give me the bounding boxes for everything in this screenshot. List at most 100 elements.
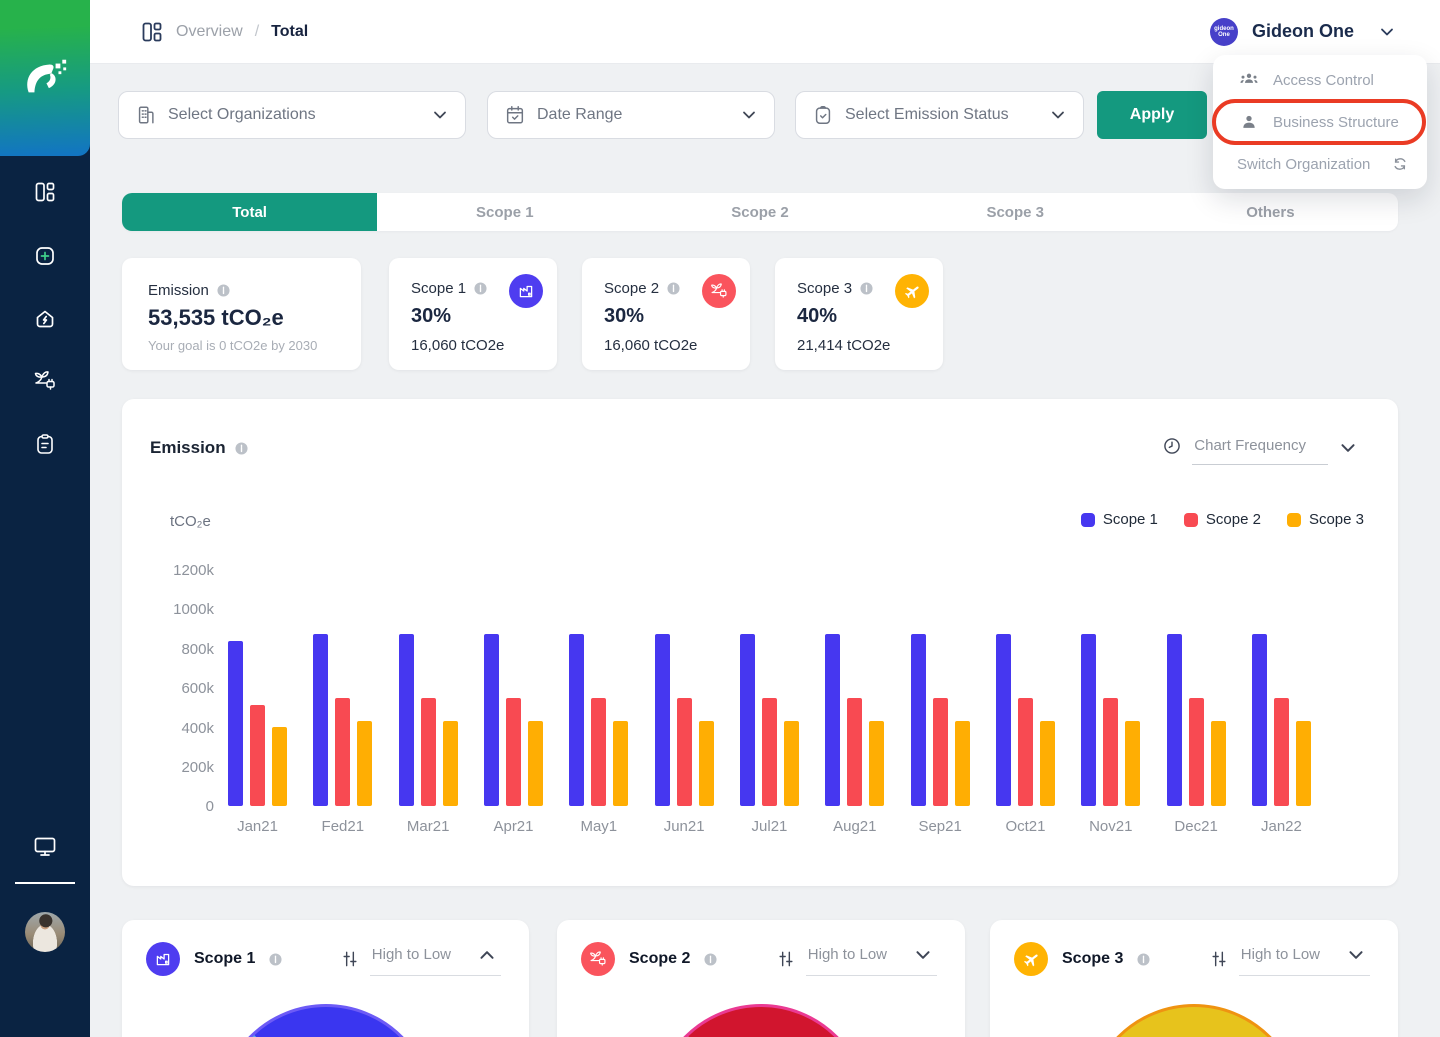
scope-3-detail-card: Scope 3 High to Low	[990, 920, 1398, 1037]
monitor-icon	[32, 833, 58, 859]
chevron-down-icon	[740, 106, 758, 124]
breadcrumb: Overview / Total	[140, 20, 308, 44]
app-logo[interactable]	[0, 0, 90, 156]
select-organizations[interactable]: Select Organizations	[118, 91, 466, 139]
bar-scope-1[interactable]	[739, 634, 755, 806]
x-axis-label: Aug21	[833, 818, 877, 835]
bar-scope-3[interactable]	[1295, 721, 1311, 806]
home-energy-icon	[33, 307, 57, 331]
refresh-icon	[1391, 155, 1409, 173]
date-range-select[interactable]: Date Range	[487, 91, 775, 139]
bar-group	[313, 536, 373, 806]
bar-scope-1[interactable]	[1251, 634, 1267, 806]
bar-scope-3[interactable]	[1210, 721, 1226, 806]
info-icon[interactable]	[235, 441, 248, 455]
sidebar-item-reports[interactable]	[32, 431, 58, 457]
person-icon	[1239, 112, 1259, 132]
bar-scope-1[interactable]	[398, 634, 414, 806]
emission-status-value: Select Emission Status	[845, 106, 1009, 123]
bar-scope-2[interactable]	[1188, 698, 1204, 806]
menu-item-business-structure[interactable]: Business Structure	[1213, 101, 1427, 143]
bar-scope-1[interactable]	[483, 634, 499, 806]
bar-scope-1[interactable]	[1081, 634, 1097, 806]
sidebar-item-dashboard[interactable]	[32, 179, 58, 205]
sidebar-item-home-energy[interactable]	[32, 306, 58, 332]
bar-scope-3[interactable]	[869, 721, 885, 806]
bar-scope-1[interactable]	[910, 634, 926, 806]
bar-scope-1[interactable]	[1166, 634, 1182, 806]
scope-pie[interactable]	[217, 1004, 434, 1037]
bar-scope-2[interactable]	[1273, 698, 1289, 806]
info-icon[interactable]	[667, 282, 680, 295]
emission-status-select[interactable]: Select Emission Status	[795, 91, 1084, 139]
bar-scope-1[interactable]	[995, 634, 1011, 806]
chevron-down-icon	[1378, 23, 1396, 41]
tab-scope-3[interactable]: Scope 3	[986, 203, 1044, 221]
bar-scope-2[interactable]	[250, 705, 265, 806]
bar-scope-1[interactable]	[313, 634, 329, 806]
bar-scope-2[interactable]	[335, 698, 351, 806]
menu-item-switch-organization[interactable]: Switch Organization	[1213, 143, 1427, 185]
sidebar-profile-avatar[interactable]	[25, 912, 65, 952]
bar-scope-1[interactable]	[825, 634, 841, 806]
info-icon[interactable]	[704, 952, 717, 966]
info-icon[interactable]	[269, 952, 282, 966]
sidebar-item-clean-energy[interactable]	[32, 368, 58, 394]
menu-item-access-control[interactable]: Access Control	[1213, 59, 1427, 101]
bar-scope-3[interactable]	[783, 721, 799, 806]
chart-frequency-select[interactable]: Chart Frequency	[1162, 435, 1358, 465]
sidebar-item-display[interactable]	[32, 833, 58, 859]
bar-scope-3[interactable]	[527, 721, 543, 806]
bar-scope-2[interactable]	[420, 698, 436, 806]
tab-scope-1[interactable]: Scope 1	[476, 203, 534, 221]
bar-scope-2[interactable]	[1103, 698, 1119, 806]
info-icon[interactable]	[860, 282, 873, 295]
sliders-icon	[340, 949, 360, 969]
info-icon[interactable]	[217, 284, 230, 297]
scope-1-summary-card: Scope 1 30% 16,060 tCO2e	[389, 258, 557, 370]
plant-plug-icon	[702, 274, 736, 308]
bar-scope-2[interactable]	[847, 698, 863, 806]
clipboard-icon	[33, 432, 57, 456]
info-icon[interactable]	[1137, 952, 1150, 966]
bar-scope-2[interactable]	[1017, 698, 1033, 806]
sort-value: High to Low	[1240, 946, 1320, 963]
bar-scope-3[interactable]	[442, 721, 458, 806]
scope-tabbar: Total Scope 1 Scope 2 Scope 3 Others	[122, 193, 1398, 231]
bar-scope-1[interactable]	[569, 634, 585, 806]
sort-chevron-icon	[913, 945, 933, 965]
bar-scope-2[interactable]	[932, 698, 948, 806]
sidebar-item-add-new[interactable]	[32, 243, 58, 269]
tab-scope-2[interactable]: Scope 2	[731, 203, 789, 221]
bar-scope-2[interactable]	[676, 698, 692, 806]
bar-scope-2[interactable]	[761, 698, 777, 806]
bar-scope-3[interactable]	[954, 721, 970, 806]
y-axis-unit: tCO₂e	[170, 513, 211, 530]
bar-scope-2[interactable]	[505, 698, 521, 806]
y-axis-tick: 1000k	[173, 601, 214, 619]
bar-scope-3[interactable]	[613, 721, 629, 806]
scope-pie[interactable]	[653, 1004, 869, 1037]
bar-scope-3[interactable]	[1039, 721, 1055, 806]
breadcrumb-section[interactable]: Overview	[176, 22, 243, 40]
info-icon[interactable]	[474, 282, 487, 295]
apply-button[interactable]: Apply	[1097, 91, 1207, 139]
bar-scope-1[interactable]	[228, 641, 243, 806]
building-icon	[135, 104, 157, 126]
tab-others[interactable]: Others	[1246, 203, 1295, 221]
bar-scope-1[interactable]	[654, 634, 670, 806]
user-menu-trigger[interactable]: gideon One Gideon One	[1209, 17, 1396, 46]
bar-scope-3[interactable]	[272, 727, 287, 806]
bar-scope-2[interactable]	[591, 698, 607, 806]
chevron-down-icon	[1338, 438, 1358, 458]
bar-scope-3[interactable]	[357, 721, 373, 806]
menu-item-label: Access Control	[1273, 71, 1374, 89]
bar-scope-3[interactable]	[1125, 721, 1141, 806]
sort-select[interactable]: High to Low	[1209, 943, 1370, 976]
legend-item: Scope 3	[1286, 511, 1364, 528]
sort-select[interactable]: High to Low	[340, 943, 501, 976]
scope-pie[interactable]	[1086, 1004, 1302, 1037]
bar-scope-3[interactable]	[698, 721, 714, 806]
sort-select[interactable]: High to Low	[776, 943, 937, 976]
tab-total[interactable]: Total	[122, 193, 378, 231]
